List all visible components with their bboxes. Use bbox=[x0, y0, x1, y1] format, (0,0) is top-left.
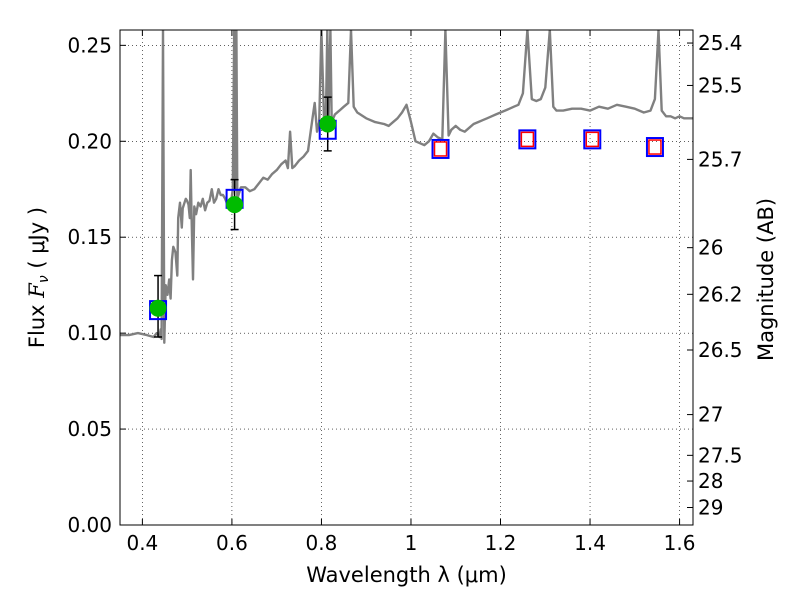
x-tick-label: 1.4 bbox=[574, 531, 606, 555]
axis-ticks: 0.4 0.6 0.8 1 1.2 1.4 1.6 0.00 0.05 0.10 0.15 0.20 0… bbox=[67, 30, 743, 555]
mag-tick-label: 27.5 bbox=[698, 443, 743, 467]
y-axis-label: Flux Fν ( μJy ) bbox=[25, 207, 52, 348]
spectrum-series bbox=[120, 30, 693, 344]
spectrum-line bbox=[120, 30, 693, 344]
x-tick-label: 0.4 bbox=[126, 531, 158, 555]
y-axis-label-subscript: ν bbox=[36, 275, 52, 283]
upper-limit-point bbox=[520, 131, 535, 148]
model-point bbox=[645, 137, 664, 158]
x-tick-label: 0.6 bbox=[216, 531, 248, 555]
mag-tick-label: 26 bbox=[698, 236, 723, 260]
model-point bbox=[518, 129, 537, 150]
y-tick-label: 0.00 bbox=[67, 513, 112, 537]
photometry-points bbox=[149, 96, 664, 338]
upper-limit-point bbox=[585, 131, 600, 148]
mag-tick-label: 29 bbox=[698, 496, 723, 520]
x-tick-label: 1 bbox=[405, 531, 418, 555]
y-axis-label-post: ( μJy ) bbox=[25, 207, 49, 275]
observed-point bbox=[319, 115, 337, 133]
mag-tick-label: 27 bbox=[698, 403, 723, 427]
model-point bbox=[583, 129, 602, 150]
plot-frame bbox=[119, 29, 694, 526]
y-tick-label: 0.20 bbox=[67, 129, 112, 153]
mag-tick-label: 25.7 bbox=[698, 147, 743, 171]
upper-limit-point bbox=[648, 139, 662, 155]
mag-tick-label: 26.2 bbox=[698, 282, 743, 306]
y-tick-label: 0.10 bbox=[67, 321, 112, 345]
y-tick-label: 0.15 bbox=[67, 225, 112, 249]
axis-labels: Wavelength λ (μm) Flux Fν ( μJy ) Magnit… bbox=[25, 198, 778, 587]
x-tick-label: 0.8 bbox=[306, 531, 338, 555]
x-tick-label: 1.2 bbox=[485, 531, 517, 555]
y-tick-label: 0.25 bbox=[67, 33, 112, 57]
y-axis-label-pre: Flux bbox=[25, 298, 49, 348]
model-point bbox=[431, 138, 450, 159]
mag-tick-label: 25.4 bbox=[698, 31, 743, 55]
mag-tick-label: 26.5 bbox=[698, 338, 743, 362]
y-tick-label: 0.05 bbox=[67, 417, 112, 441]
y-axis-label-symbol: F bbox=[25, 282, 49, 299]
grid-lines bbox=[120, 30, 693, 526]
magnitude-axis-label: Magnitude (AB) bbox=[754, 198, 778, 361]
observed-point bbox=[226, 196, 244, 214]
mag-tick-label: 25.5 bbox=[698, 73, 743, 97]
x-tick-label: 1.6 bbox=[664, 531, 696, 555]
observed-point bbox=[149, 299, 167, 317]
mag-tick-label: 28 bbox=[698, 469, 723, 493]
upper-limit-point bbox=[433, 141, 448, 157]
x-axis-label: Wavelength λ (μm) bbox=[306, 563, 507, 587]
